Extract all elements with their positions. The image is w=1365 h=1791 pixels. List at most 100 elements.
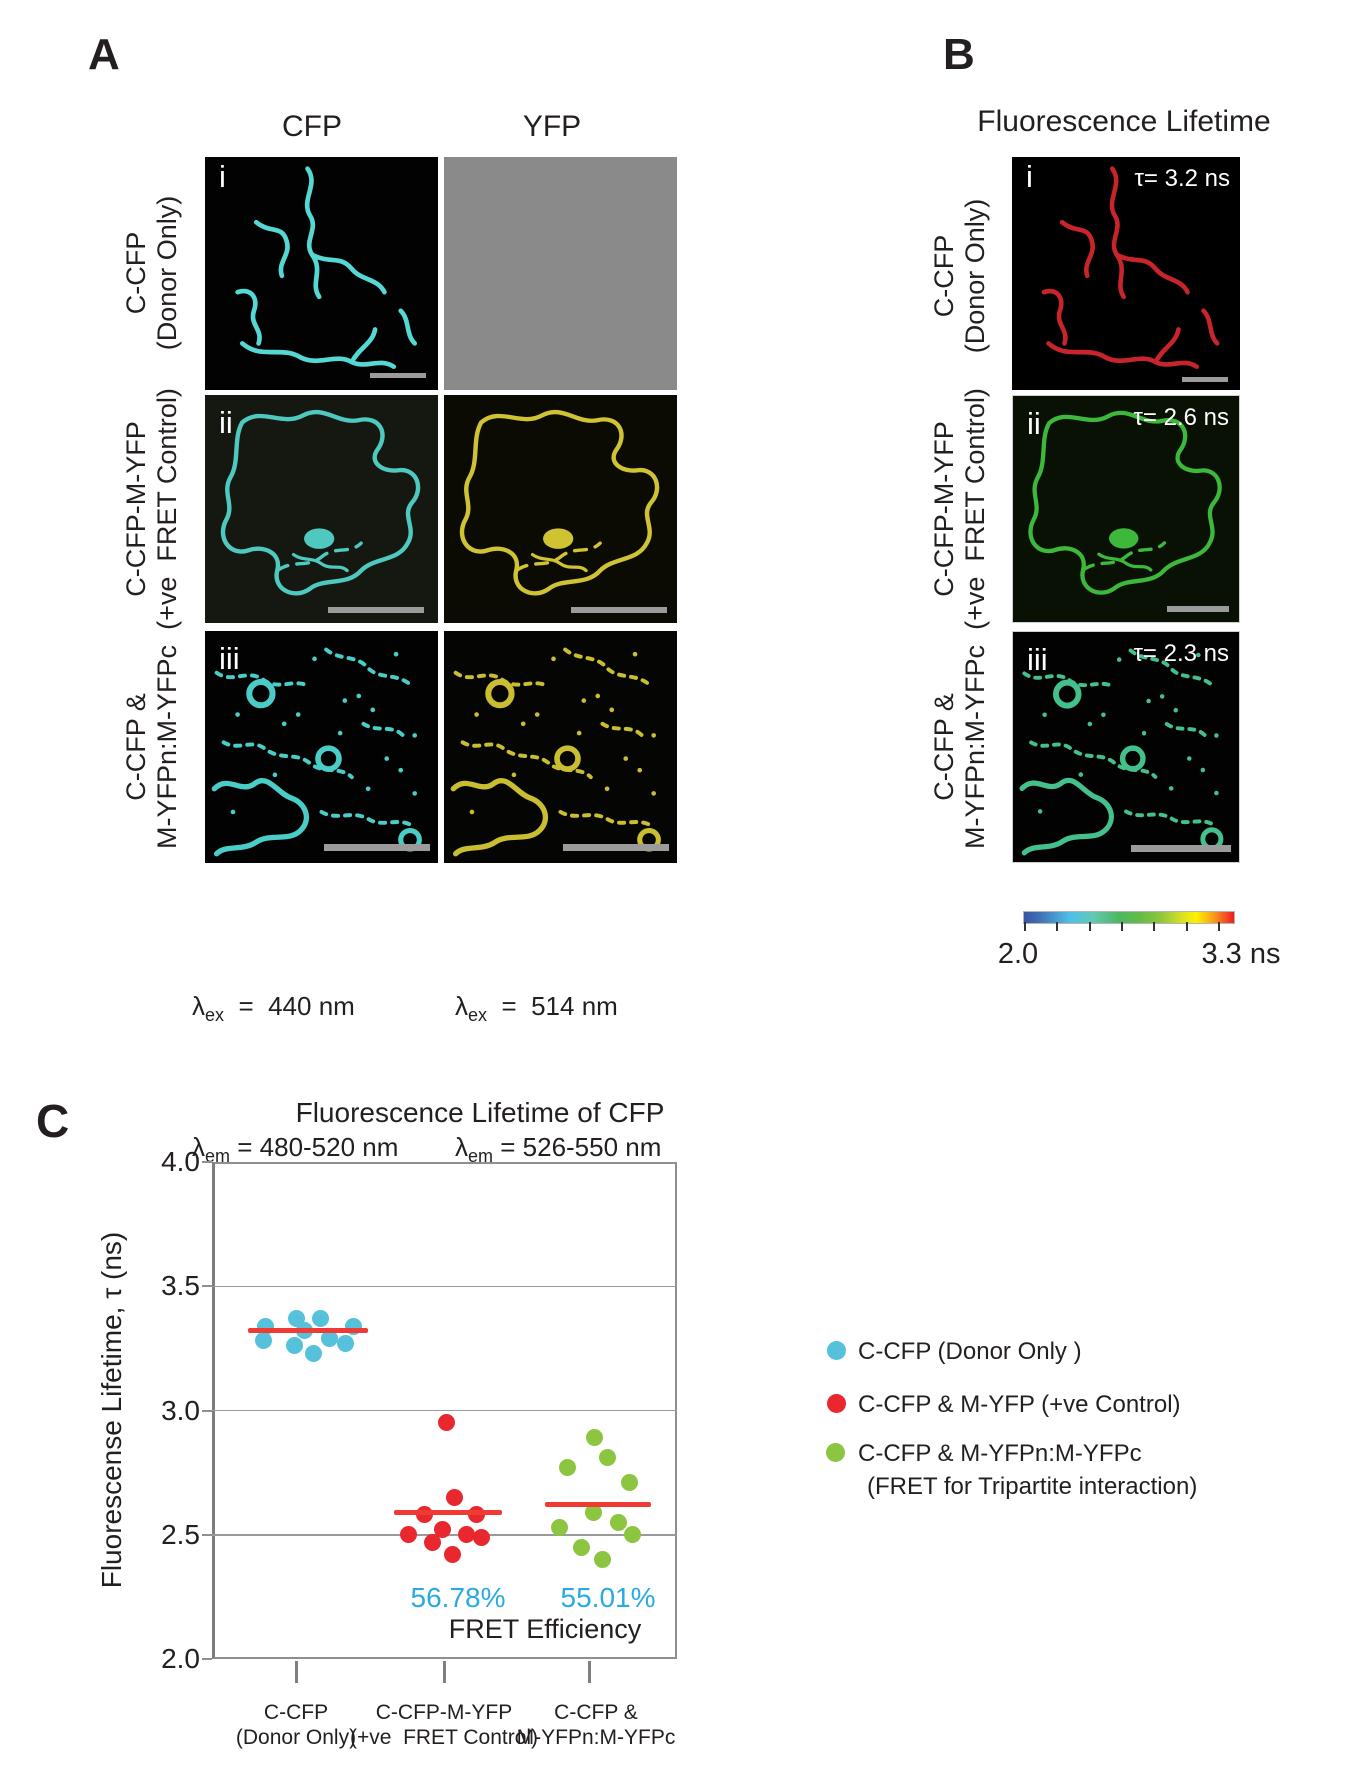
data-point [623,1526,641,1544]
data-point [558,1459,576,1477]
micrograph-a-i-cfp-image [205,157,438,390]
micrograph-a-i-cfp: i [205,157,438,390]
y-tick-mark [202,1161,212,1163]
panel-b-label: B [943,30,975,79]
data-point [285,1337,303,1355]
panel-c-label: C [36,1095,70,1147]
roman-numeral: iii [219,641,240,676]
data-point [304,1344,322,1362]
data-point [437,1414,455,1432]
mean-line [545,1502,651,1508]
fret-efficiency-value-1: 56.78% [410,1582,506,1613]
data-point [584,1503,602,1521]
y-tick-mark [202,1658,212,1660]
x-tick-mark [442,1661,446,1683]
data-point [311,1310,329,1328]
data-point [620,1474,638,1492]
panel-b-title: Fluorescence Lifetime [977,105,1271,138]
panel-b-row3-label: C-CFP & M-YFPn:M-YFPc [929,645,990,850]
colorbar-tick [1088,922,1091,931]
x-tick-mark [294,1661,298,1683]
colorbar-tick [1120,922,1123,931]
data-point [399,1526,417,1544]
gridline [212,1409,677,1412]
data-point [550,1518,568,1536]
colorbar-tick [1185,922,1188,931]
data-point [585,1429,603,1447]
roman-numeral: i [1026,159,1033,194]
scale-bar [370,373,426,378]
scale-bar [328,607,424,613]
data-point [443,1546,461,1564]
micrograph-b-ii-lifetime: ii τ= 2.6 ns [1012,395,1240,623]
data-point [254,1332,272,1350]
gridline [212,1285,677,1287]
scale-bar [1167,606,1229,612]
tau-value-label: τ= 3.2 ns [1134,165,1230,192]
legend-sublabel-tripartite: (FRET for Tripartite interaction) [867,1473,1198,1500]
roman-numeral: ii [1027,406,1041,441]
tau-value-label: τ= 2.6 ns [1133,404,1229,431]
y-tick-label: 3.5 [161,1270,200,1302]
panel-a-label: A [88,30,120,79]
y-tick-mark [202,1285,212,1288]
data-point [320,1329,338,1347]
fret-efficiency-caption: FRET Efficiency [448,1614,642,1644]
y-tick-label: 4.0 [161,1146,200,1177]
chart-title: Fluorescence Lifetime of CFP [295,1097,665,1128]
mean-line [248,1328,368,1334]
scale-bar [563,844,669,851]
scale-bar [571,607,667,613]
lambda-symbol: λ [192,991,205,1021]
colorbar-tick [1024,922,1026,931]
scale-bar [324,844,430,851]
data-point [609,1513,627,1531]
micrograph-a-iii-yfp-image [444,631,677,863]
lambda-symbol: λ [192,1132,205,1163]
lambda-symbol: λ [455,991,468,1021]
data-point [433,1521,451,1539]
lifetime-colorbar [1023,911,1235,924]
micrograph-b-i-lifetime: i τ= 3.2 ns [1012,157,1240,390]
y-tick-label: 3.0 [161,1394,200,1426]
panel-a-row3-label: C-CFP & M-YFPn:M-YFPc [121,645,182,850]
legend-swatch-positive-control [827,1394,846,1413]
column-header-yfp: YFP [522,110,582,143]
micrograph-a-ii-cfp: ii [205,395,438,623]
y-tick-label: 2.0 [161,1643,200,1674]
legend-swatch-tripartite [826,1443,845,1462]
legend-label-positive-control: C-CFP & M-YFP (+ve Control) [858,1391,1181,1418]
micrograph-a-iii-cfp: iii [205,631,438,863]
roman-numeral: ii [219,405,233,440]
x-axis-label-group-3: C-CFP & M-YFPn:M-YFPc [516,1701,676,1749]
column-header-cfp: CFP [282,110,342,143]
data-point [593,1551,611,1569]
mean-line [394,1509,502,1515]
tau-value-label: τ= 2.3 ns [1133,640,1229,667]
micrograph-a-ii-yfp [444,395,677,623]
colorbar-min-label: 2.0 [997,938,1039,970]
micrograph-a-ii-cfp-image [205,395,438,623]
data-point [572,1538,590,1556]
micrograph-a-ii-yfp-image [444,395,677,623]
legend-label-tripartite: C-CFP & M-YFPn:M-YFPc [858,1440,1142,1467]
micrograph-b-iii-lifetime: iii τ= 2.3 ns [1012,631,1240,863]
scale-bar [1182,377,1228,382]
data-point [336,1334,354,1352]
y-axis-label: Fluorescense Lifetime, τ (ns) [96,1231,127,1589]
data-point [457,1526,475,1544]
fret-efficiency-value-2: 55.01% [560,1582,656,1613]
colorbar-max-label: 3.3 ns [1201,938,1281,970]
roman-numeral: i [219,159,226,194]
y-tick-mark [202,1533,212,1536]
roman-numeral: iii [1027,642,1048,677]
lambda-symbol: λ [455,1132,468,1163]
data-point [472,1528,490,1546]
y-tick-mark [202,1409,212,1412]
x-axis-label-group-1: C-CFP (Donor Only) [235,1701,357,1749]
x-tick-mark [587,1661,591,1683]
colorbar-tick [1217,922,1220,931]
legend-label-donor-only: C-CFP (Donor Only ) [858,1338,1082,1365]
colorbar-tick [1056,922,1059,931]
micrograph-a-iii-yfp [444,631,677,863]
